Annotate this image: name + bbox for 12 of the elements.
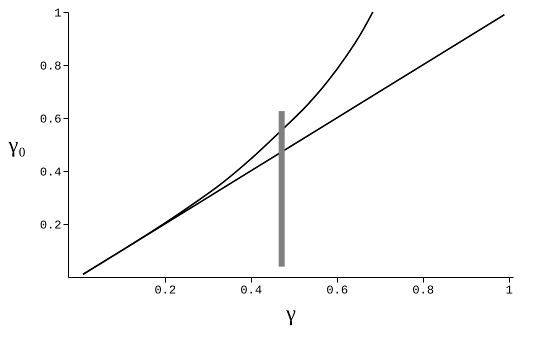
x-tick-label: 0.8	[412, 284, 434, 298]
y-tick-label: 0.8	[40, 60, 62, 74]
x-tick-label: 0.6	[326, 284, 348, 298]
y-axis-title: γ₀	[7, 132, 26, 157]
x-tick-label: 0.4	[240, 284, 262, 298]
x-tick-label: 0.2	[154, 284, 176, 298]
x-axis-title: γ	[285, 300, 296, 326]
y-tick-label: 0.2	[40, 218, 62, 232]
y-tick-label: 1	[54, 6, 62, 20]
y-tick-label: 0.4	[40, 166, 62, 180]
x-tick-label: 1	[506, 284, 513, 298]
y-tick-label: 0.6	[40, 112, 62, 126]
